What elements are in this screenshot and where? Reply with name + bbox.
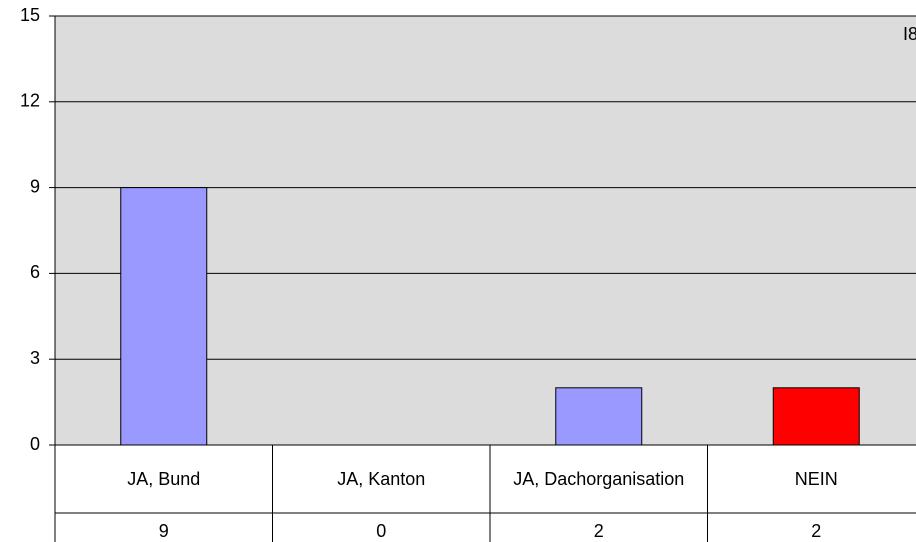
category-label: JA, Bund xyxy=(127,469,201,489)
y-tick-label: 12 xyxy=(20,91,40,111)
table-value: 0 xyxy=(376,521,387,541)
bar xyxy=(772,387,860,446)
table-value: 9 xyxy=(158,521,169,541)
category-label: JA, Kanton xyxy=(337,469,426,489)
y-tick-label: 9 xyxy=(30,176,40,196)
table-value: 2 xyxy=(593,521,604,541)
y-tick-label: 6 xyxy=(30,262,40,282)
annotation: I8 xyxy=(903,24,916,44)
y-tick-label: 0 xyxy=(30,434,40,454)
bar xyxy=(555,387,643,446)
category-label: NEIN xyxy=(794,469,838,489)
table-value: 2 xyxy=(811,521,822,541)
y-tick-label: 3 xyxy=(30,348,40,368)
y-tick-label: 15 xyxy=(20,5,40,25)
bar xyxy=(120,187,208,446)
category-label: JA, Dachorganisation xyxy=(513,469,685,489)
